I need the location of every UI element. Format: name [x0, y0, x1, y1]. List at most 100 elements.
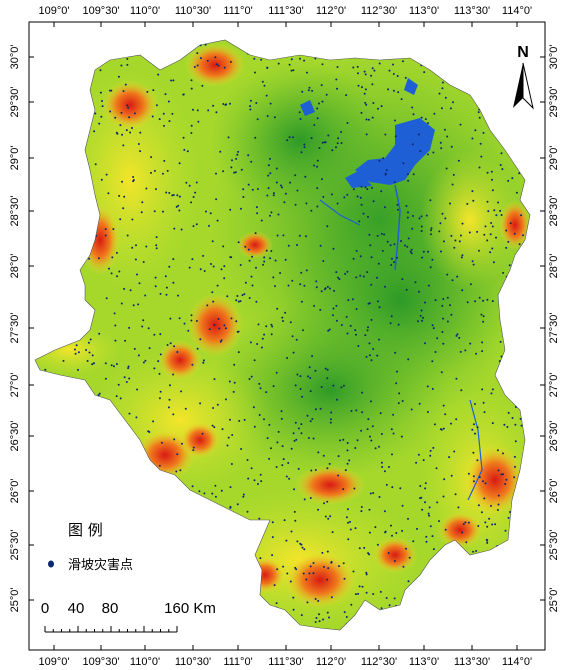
landslide-point: [217, 64, 220, 67]
landslide-point: [352, 188, 355, 191]
landslide-point: [507, 411, 510, 414]
landslide-point: [138, 282, 141, 285]
landslide-point: [199, 268, 202, 271]
landslide-point: [408, 556, 411, 559]
landslide-point: [492, 261, 495, 264]
landslide-point: [407, 173, 409, 176]
landslide-point: [333, 289, 336, 292]
landslide-point: [291, 279, 294, 282]
landslide-point: [107, 192, 110, 195]
left-tick-label: 27°30': [9, 313, 21, 344]
landslide-point: [428, 506, 431, 509]
province-outline: [34, 39, 531, 631]
landslide-point: [508, 264, 511, 267]
landslide-point: [283, 519, 286, 522]
landslide-point: [249, 99, 252, 102]
landslide-point: [159, 353, 162, 356]
landslide-point: [370, 256, 373, 259]
landslide-point: [208, 328, 211, 331]
landslide-point: [212, 407, 215, 409]
landslide-point: [323, 141, 326, 144]
landslide-point: [468, 231, 471, 234]
landslide-point: [212, 104, 215, 107]
landslide-point: [412, 540, 415, 543]
landslide-point: [282, 565, 285, 568]
landslide-point: [177, 204, 180, 207]
landslide-point: [380, 433, 383, 435]
landslide-point: [486, 200, 489, 203]
landslide-point: [357, 345, 360, 347]
landslide-point: [323, 502, 325, 505]
landslide-point: [116, 275, 118, 278]
landslide-point: [225, 103, 228, 106]
landslide-point: [166, 344, 169, 346]
landslide-point: [515, 191, 518, 194]
landslide-point: [111, 256, 114, 259]
landslide-point: [176, 453, 179, 456]
landslide-point: [122, 90, 125, 93]
landslide-point: [495, 236, 497, 239]
landslide-point: [414, 281, 417, 284]
landslide-point: [114, 116, 117, 119]
landslide-point: [132, 176, 135, 178]
landslide-point: [238, 419, 241, 422]
landslide-point: [300, 543, 303, 546]
landslide-point: [184, 407, 187, 410]
landslide-point: [369, 492, 372, 495]
landslide-point: [332, 384, 335, 387]
landslide-point: [376, 276, 378, 279]
landslide-point: [359, 255, 362, 258]
landslide-point: [424, 342, 426, 345]
landslide-point: [349, 324, 352, 327]
landslide-point: [478, 249, 480, 252]
landslide-point: [466, 301, 469, 304]
landslide-point: [349, 520, 351, 523]
landslide-point: [472, 199, 475, 202]
landslide-point: [359, 274, 362, 277]
landslide-point: [92, 362, 95, 365]
landslide-point: [407, 237, 410, 240]
landslide-point: [322, 195, 325, 198]
landslide-point: [322, 618, 325, 621]
landslide-point: [294, 174, 297, 177]
top-tick-label: 114°0': [502, 5, 532, 17]
landslide-point: [440, 250, 442, 253]
landslide-point: [289, 181, 292, 184]
landslide-point: [476, 426, 479, 429]
landslide-point: [362, 212, 365, 215]
landslide-point: [444, 528, 447, 531]
landslide-point: [401, 529, 404, 532]
landslide-point: [150, 156, 153, 159]
landslide-point: [211, 240, 214, 243]
landslide-point: [299, 283, 302, 286]
landslide-point: [377, 300, 379, 303]
landslide-point: [346, 442, 349, 444]
landslide-point: [173, 438, 176, 441]
landslide-point: [97, 394, 100, 397]
landslide-point: [385, 483, 388, 486]
landslide-point: [321, 551, 324, 554]
landslide-point: [420, 309, 423, 312]
landslide-point: [390, 524, 392, 527]
landslide-point: [286, 357, 289, 359]
landslide-point: [328, 328, 331, 331]
landslide-point: [332, 314, 334, 317]
landslide-point: [364, 186, 367, 189]
landslide-point: [326, 377, 329, 380]
landslide-point: [298, 111, 301, 114]
landslide-point: [340, 131, 343, 133]
landslide-point: [256, 118, 259, 121]
landslide-point: [235, 299, 238, 302]
landslide-point: [199, 57, 202, 60]
landslide-point: [247, 154, 250, 157]
landslide-point: [309, 377, 312, 379]
landslide-point: [316, 165, 318, 168]
landslide-point: [126, 234, 129, 237]
landslide-point: [417, 320, 419, 323]
landslide-point: [253, 479, 256, 482]
landslide-point: [417, 290, 420, 293]
landslide-point: [380, 232, 383, 235]
landslide-point: [484, 482, 487, 485]
landslide-point: [393, 597, 396, 600]
landslide-point: [427, 153, 429, 156]
